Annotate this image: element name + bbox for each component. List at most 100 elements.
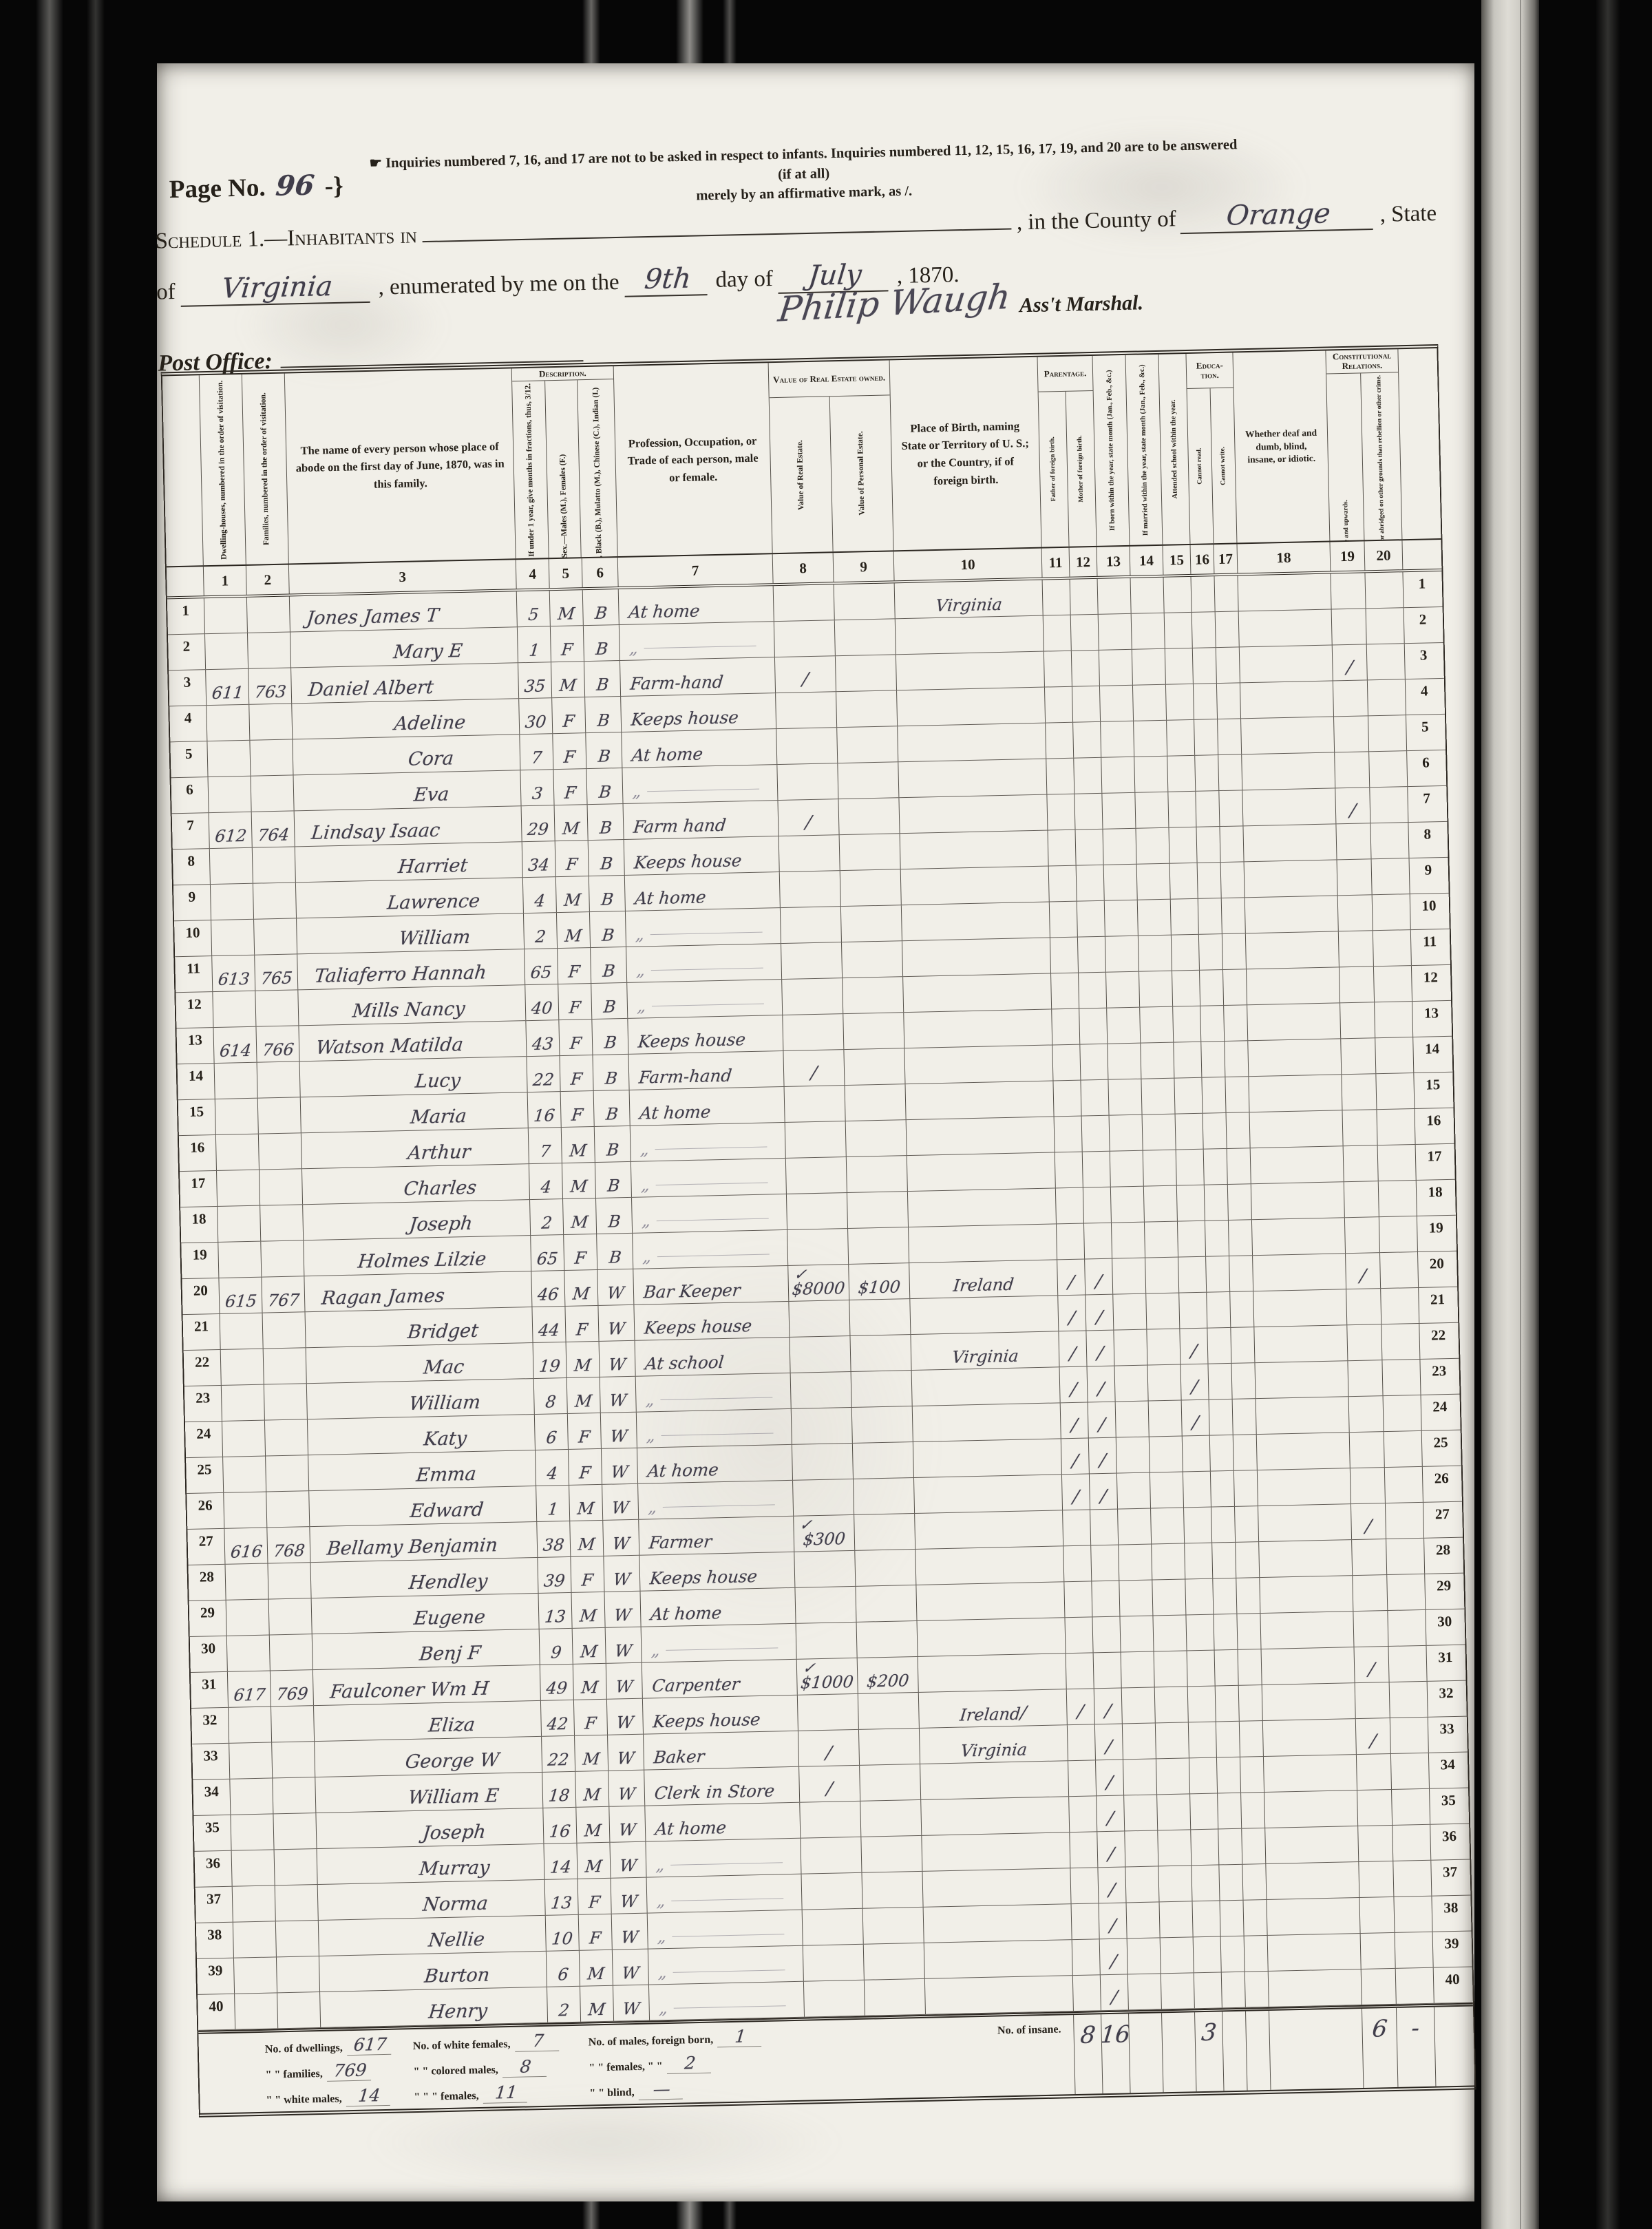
handwritten-entry: 7: [530, 748, 543, 768]
person-name: Arthur: [301, 1128, 529, 1169]
family-number: [264, 1384, 308, 1420]
row-number: 15: [1425, 1076, 1441, 1093]
birth-month: [1116, 1472, 1152, 1509]
tick-cannot-write: [1220, 862, 1245, 898]
family-number: [260, 1205, 304, 1241]
tick-father-foreign: [1046, 758, 1075, 794]
personal-estate-value: [845, 1084, 907, 1121]
tick-cannot-write: [1225, 1041, 1249, 1077]
person-name: Bellamy Benjamin: [310, 1521, 538, 1563]
tick-vote-denied: [1392, 1824, 1432, 1861]
sex: F: [560, 1055, 594, 1092]
tick-father-foreign: [1063, 1510, 1092, 1546]
insane-label: No. of insane.: [997, 2023, 1061, 2037]
handwritten-entry: F: [560, 640, 574, 659]
row-number: 20: [1429, 1255, 1445, 1272]
handwritten-entry: M: [569, 1141, 588, 1161]
handwritten-entry: Baker: [653, 1746, 706, 1768]
note-line-1: Inquiries numbered 7, 16, and 17 are not…: [385, 137, 1238, 182]
handwritten-entry: /: [825, 1778, 834, 1799]
occupation: „: [646, 1838, 802, 1877]
color: B: [589, 875, 626, 912]
personal-estate-value: [860, 1764, 922, 1801]
family-number: [262, 1312, 306, 1349]
row-number: 15: [178, 1099, 216, 1136]
of-label: of: [156, 279, 176, 305]
deaf-dumb-note: [1249, 1110, 1344, 1148]
occupation: Keeps house: [628, 1015, 784, 1054]
occupation: „: [632, 1194, 788, 1233]
birthplace: [901, 902, 1050, 941]
deaf-dumb-note: [1246, 967, 1341, 1005]
family-number: [276, 1956, 321, 1993]
footer-total-col17: [1245, 2010, 1271, 2091]
age: 7: [528, 1128, 562, 1164]
personal-estate-value: [834, 583, 896, 620]
age: 49: [540, 1664, 574, 1700]
real-estate-value: [773, 584, 835, 622]
handwritten-entry: B: [600, 889, 615, 909]
dwelling-number: [214, 1062, 258, 1099]
handwritten-entry: 8: [1079, 2021, 1097, 2049]
handwritten-entry: 14: [549, 1857, 573, 1877]
handwritten-entry: Keeps house: [643, 1316, 753, 1338]
handwritten-entry: B: [599, 854, 614, 874]
tick-cannot-write: [1240, 1757, 1265, 1793]
person-name: Henry: [320, 1987, 549, 2027]
married-month: [1136, 827, 1170, 864]
tick-mother-foreign: [1077, 936, 1107, 973]
tick-mother-foreign: /: [1088, 1437, 1117, 1474]
marshal-signature: Philip Waugh: [776, 276, 1013, 330]
tick-vote-denied: [1379, 1216, 1418, 1253]
footer-total-col19: 6: [1362, 2007, 1399, 2088]
tick-male-citizen: [1348, 1396, 1384, 1433]
group-header-label: Value of Real Estate owned.: [768, 360, 890, 399]
footer-summary: No. of dwellings, 617 No. of white females…: [198, 2015, 1076, 2113]
person-name: Edward: [309, 1486, 538, 1527]
tick-father-foreign: /: [1059, 1331, 1088, 1367]
real-estate-value: [789, 1300, 851, 1337]
ditto-mark: [666, 1647, 779, 1651]
personal-estate-value: [836, 690, 898, 728]
tick-male-citizen: /: [1346, 1253, 1381, 1289]
family-number: [257, 1061, 301, 1098]
tick-cannot-write: [1235, 1506, 1260, 1542]
age: 46: [531, 1271, 566, 1307]
handwritten-entry: 4: [533, 891, 547, 911]
personal-estate-value: [844, 1048, 906, 1086]
handwritten-entry: B: [602, 961, 616, 981]
tick-cannot-read: [1192, 648, 1217, 684]
age: 39: [538, 1556, 572, 1593]
tick-attended-school: [1182, 1435, 1211, 1472]
married-month: [1150, 1472, 1185, 1508]
real-estate-value: /: [798, 1729, 860, 1766]
tick-cannot-read: [1211, 1506, 1236, 1543]
handwritten-entry: At home: [638, 1101, 712, 1123]
tick-father-foreign: [1043, 615, 1072, 651]
handwritten-entry: At home: [646, 1459, 720, 1481]
tick-father-foreign: [1069, 1796, 1098, 1832]
sex: M: [571, 1592, 606, 1628]
occupation: Keeps house: [642, 1695, 798, 1734]
sex: F: [578, 1878, 612, 1914]
family-number: [271, 1706, 315, 1742]
handwritten-entry: $1000: [800, 1671, 855, 1693]
handwritten-entry: B: [603, 1033, 617, 1053]
tick-cannot-write: [1220, 826, 1245, 863]
tick-vote-denied: [1375, 1037, 1415, 1074]
tick-attended-school: [1176, 1185, 1205, 1221]
tick-cannot-read: [1214, 1614, 1238, 1650]
married-month: [1152, 1543, 1186, 1580]
age: 44: [532, 1306, 566, 1343]
summary-label: " " females, " ": [589, 2060, 663, 2074]
handwritten-entry: Bridget: [406, 1320, 480, 1344]
handwritten-entry: Henry: [427, 2000, 489, 2023]
tick-father-foreign: [1052, 1044, 1081, 1081]
family-number: [275, 1885, 319, 1921]
real-estate-value: [783, 1014, 845, 1050]
tick-father-foreign: [1070, 1832, 1099, 1868]
row-number: 25: [186, 1457, 224, 1494]
married-month: [1137, 899, 1172, 936]
birthplace: Virginia: [894, 580, 1044, 619]
married-month: [1161, 1973, 1195, 2009]
